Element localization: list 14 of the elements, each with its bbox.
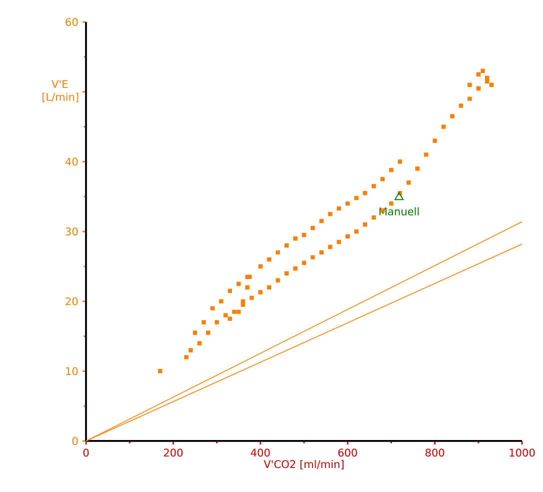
y-tick-label: 30 bbox=[66, 228, 78, 236]
x-tick-label: 1000 bbox=[510, 448, 535, 457]
x-tick-label: 0 bbox=[83, 448, 89, 457]
x-tick-label: 400 bbox=[250, 448, 270, 457]
y-axis-title: V'E [L/min] bbox=[42, 80, 78, 102]
y-tick-label: 60 bbox=[66, 18, 78, 26]
x-tick-label: 200 bbox=[164, 448, 183, 457]
y-tick-label: 20 bbox=[66, 297, 78, 306]
x-tick-label: 800 bbox=[425, 448, 444, 457]
y-tick-label: 40 bbox=[65, 158, 78, 166]
x-tick-label: 600 bbox=[338, 448, 357, 457]
x-axis-title: V'CO2 [ml/min] bbox=[264, 460, 344, 470]
y-tick-label: 10 bbox=[66, 367, 78, 376]
y-tick-label: 0 bbox=[72, 437, 78, 445]
